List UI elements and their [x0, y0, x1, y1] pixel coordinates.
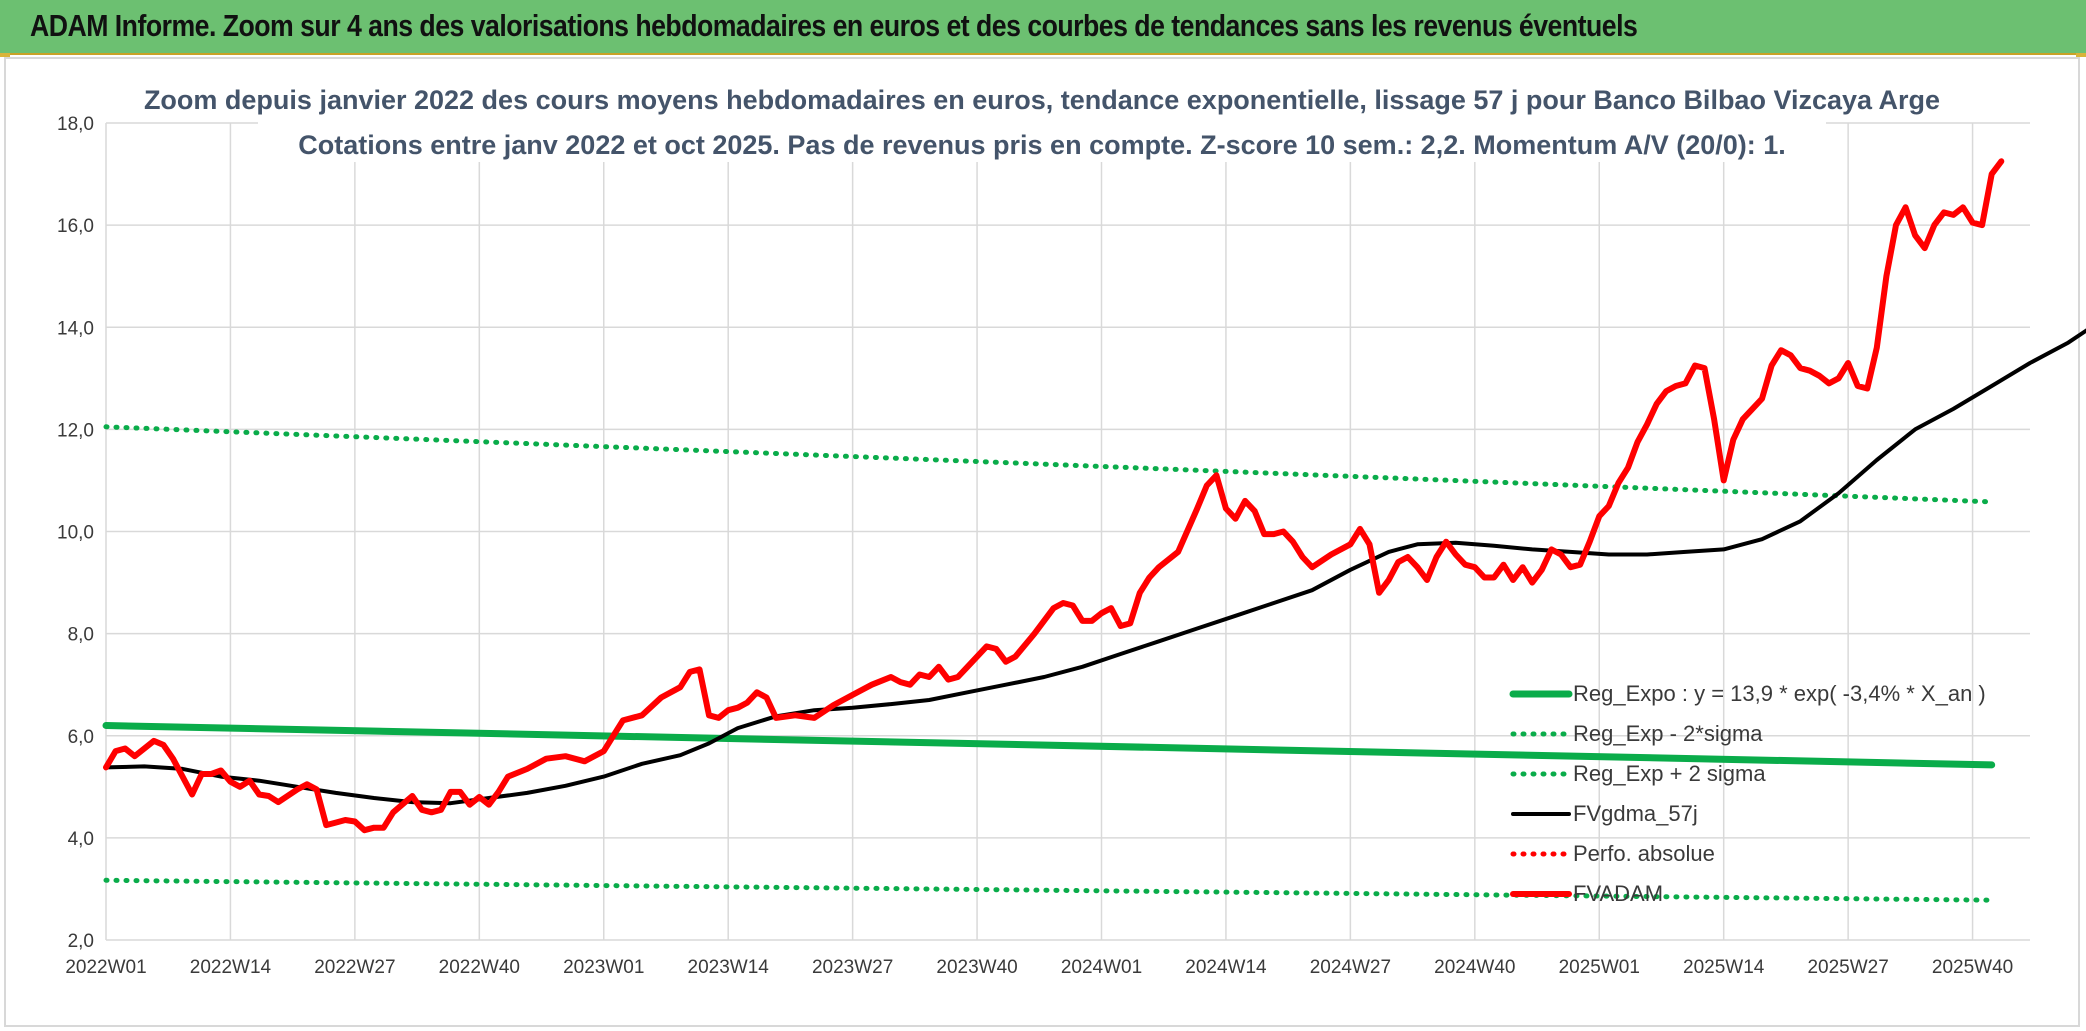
legend-label: Reg_Exp - 2*sigma: [1573, 721, 1763, 746]
y-tick-label: 2,0: [68, 931, 94, 952]
x-tick-label: 2024W01: [1061, 957, 1142, 978]
x-tick-label: 2024W40: [1434, 957, 1515, 978]
legend-label: Perfo. absolue: [1573, 841, 1715, 866]
header-banner: ADAM Informe. Zoom sur 4 ans des valoris…: [0, 0, 2086, 55]
chart-title: Zoom depuis janvier 2022 des cours moyen…: [144, 85, 1940, 115]
chart-frame: [4, 57, 2080, 1027]
legend-label: Reg_Exp + 2 sigma: [1573, 761, 1766, 786]
y-tick-label: 12,0: [57, 420, 94, 441]
series-line-fvadam: [103, 158, 2005, 834]
y-tick-label: 10,0: [57, 523, 94, 544]
legend-label: Reg_Expo : y = 13,9 * exp( -3,4% * X_an …: [1573, 681, 1986, 706]
y-axis: 2,0 4,0 6,0 8,0 10,0 12,0 14,0 16,0 18,0: [57, 114, 94, 952]
x-tick-label: 2025W40: [1932, 957, 2013, 978]
series-line-reg-expo-y-13-9-exp-3-4-x-an: [102, 722, 1996, 769]
y-tick-label: 6,0: [68, 727, 94, 748]
legend-label: FVADAM: [1573, 881, 1663, 906]
corner-mark-right: [2076, 53, 2086, 57]
x-tick-label: 2023W14: [688, 957, 770, 978]
y-tick-label: 14,0: [57, 318, 94, 339]
x-tick-label: 2024W14: [1185, 957, 1267, 978]
x-tick-label: 2022W01: [65, 957, 146, 978]
x-tick-label: 2025W14: [1683, 957, 1765, 978]
series-line-reg-exp-2-sigma: [103, 877, 1995, 903]
series-lines: [102, 158, 2086, 903]
report-title: ADAM Informe. Zoom sur 4 ans des valoris…: [30, 8, 1638, 43]
x-tick-label: 2022W40: [439, 957, 520, 978]
y-tick-label: 4,0: [68, 829, 94, 850]
corner-mark-left: [0, 53, 10, 57]
x-tick-label: 2025W01: [1559, 957, 1640, 978]
x-tick-label: 2022W14: [190, 957, 272, 978]
x-tick-label: 2025W27: [1807, 957, 1888, 978]
x-tick-label: 2023W27: [812, 957, 893, 978]
x-axis: 2022W01 2022W14 2022W27 2022W40 2023W01 2023W…: [65, 957, 2013, 978]
y-tick-label: 16,0: [57, 216, 94, 237]
y-tick-label: 18,0: [57, 114, 94, 135]
series-line-fvgdma-57j: [104, 328, 2086, 806]
x-tick-label: 2023W40: [936, 957, 1017, 978]
y-tick-label: 8,0: [68, 625, 94, 646]
series-line-reg-exp-2-sigma: [103, 424, 1995, 505]
chart-subtitle: Cotations entre janv 2022 et oct 2025. P…: [298, 130, 1786, 160]
x-tick-label: 2024W27: [1310, 957, 1391, 978]
legend: Reg_Expo : y = 13,9 * exp( -3,4% * X_an …: [1509, 681, 1986, 906]
x-tick-label: 2023W01: [563, 957, 644, 978]
title-background: [258, 78, 1826, 162]
x-tick-label: 2022W27: [314, 957, 395, 978]
legend-label: FVgdma_57j: [1573, 801, 1698, 826]
grid-lines: [105, 122, 2030, 941]
